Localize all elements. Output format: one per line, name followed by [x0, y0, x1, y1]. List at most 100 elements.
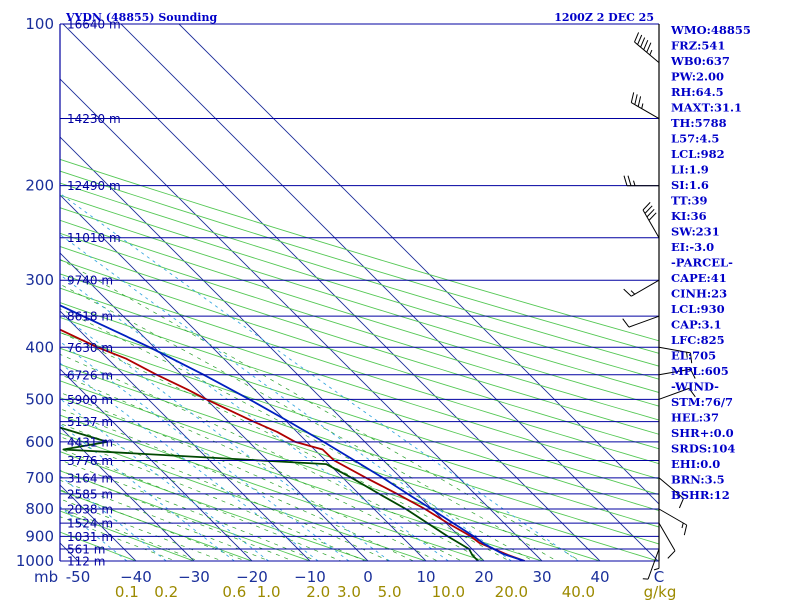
wind-barb-shaft — [658, 387, 696, 400]
mixing-ratio-tick-label: 3.0 — [337, 583, 361, 600]
moist-adiabat-line — [60, 283, 558, 561]
wind-barb-shaft — [642, 548, 660, 580]
index-value: L57:4.5 — [671, 132, 719, 146]
dry-adiabat-line — [60, 246, 659, 435]
wind-barb — [658, 508, 688, 536]
index-value: TT:39 — [671, 194, 708, 208]
wind-barb-shaft — [658, 368, 696, 379]
index-value: HEL:37 — [671, 411, 719, 425]
dry-adiabat-line — [60, 510, 196, 561]
wind-barb-shaft — [630, 92, 660, 120]
wind-barb — [630, 92, 660, 120]
station-title: VYDN (48855) Sounding — [65, 11, 217, 24]
pressure-tick-label: 700 — [25, 469, 54, 487]
index-value: EL:705 — [671, 349, 716, 363]
moist-adiabat-line — [60, 258, 582, 561]
pressure-tick-label: 500 — [25, 390, 54, 408]
sounding-time: 1200Z 2 DEC 25 — [554, 11, 654, 24]
height-label: 2038 m — [67, 502, 113, 516]
dry-adiabat-line — [60, 273, 659, 465]
moist-adiabat-line — [60, 408, 415, 561]
dry-adiabat-line — [60, 182, 659, 367]
moist-adiabat-line — [60, 436, 366, 561]
wind-barb-shaft — [642, 202, 660, 238]
mixing-ratio-tick-label: 1.0 — [257, 583, 281, 600]
mixing-ratio-tick-label: 0.6 — [222, 583, 246, 600]
temperature-tick-label: −30 — [178, 568, 210, 586]
pressure-tick-label: 600 — [25, 433, 54, 451]
index-value: SHR+:0.0 — [671, 426, 734, 440]
index-value: FRZ:541 — [671, 39, 725, 53]
index-value: KI:36 — [671, 209, 707, 223]
index-value: CAP:3.1 — [671, 318, 722, 332]
height-label: 3776 m — [67, 454, 113, 468]
index-value: WMO:48855 — [670, 23, 751, 37]
dry-adiabat-line — [60, 219, 659, 407]
index-value: SRDS:104 — [671, 442, 735, 456]
isotherm-line — [60, 426, 195, 561]
index-value: STM:76/7 — [671, 395, 733, 409]
dry-adiabat-line — [60, 332, 659, 528]
index-value: MAXT:31.1 — [671, 101, 742, 115]
mixing-ratio-tick-label: 0.1 — [115, 583, 139, 600]
temperature-unit-label: C — [654, 568, 664, 586]
dry-adiabat-line — [60, 451, 370, 561]
temperature-tick-label: 0 — [363, 568, 373, 586]
moist-adiabat-line — [60, 308, 534, 561]
height-label: 7630 m — [67, 341, 113, 355]
wind-barb — [658, 368, 696, 379]
temperature-tick-label: −40 — [120, 568, 152, 586]
wind-barb — [623, 279, 660, 297]
pressure-tick-label: 1000 — [16, 552, 54, 570]
height-label: 112 m — [67, 555, 105, 569]
dry-adiabat-line — [60, 232, 659, 421]
height-label: 561 m — [67, 543, 105, 557]
temperature-tick-label: 20 — [474, 568, 493, 586]
wind-barb-shaft — [658, 346, 693, 364]
wind-barbs — [622, 32, 696, 580]
pressure-tick-label: 300 — [25, 271, 54, 289]
height-label: 1031 m — [67, 530, 113, 544]
height-label: 9740 m — [67, 274, 113, 288]
pressure-tick-label: 900 — [25, 527, 54, 545]
isotherm-line — [60, 136, 485, 561]
pressure-tick-label: 200 — [25, 177, 54, 195]
height-label: 4431 m — [67, 435, 113, 449]
dry-adiabat-line — [60, 316, 659, 512]
wind-barb-shaft — [658, 522, 676, 559]
isotherm-line — [60, 368, 253, 561]
index-value: SI:1.6 — [671, 178, 709, 192]
moist-adiabat-line — [60, 423, 391, 561]
index-value: SW:231 — [671, 225, 720, 239]
mixing-ratio-unit-label: g/kg — [644, 583, 677, 600]
temperature-tick-label: −10 — [294, 568, 326, 586]
height-label: 5900 m — [67, 393, 113, 407]
dry-adiabat-line — [60, 363, 659, 561]
wind-barb-shaft — [623, 279, 660, 297]
index-value: MPL:605 — [671, 364, 729, 378]
wind-barb — [623, 175, 659, 187]
isotherm-line — [120, 24, 659, 561]
index-value: PW:2.00 — [671, 70, 724, 84]
dry-adiabat-line — [60, 170, 659, 354]
dry-adiabat-line — [60, 207, 659, 393]
height-label: 8618 m — [67, 310, 113, 324]
axis-labels: 16640 m 14230 m 12490 m 11010 m 9740 m 8618 m… — [16, 15, 677, 600]
dry-adiabat-line — [60, 432, 428, 561]
index-value: LCL:982 — [671, 147, 725, 161]
height-label: 12490 m — [67, 179, 121, 193]
height-label: 16640 m — [67, 18, 121, 32]
dry-adiabat-line — [60, 158, 659, 342]
temperature-tick-label: 40 — [590, 568, 609, 586]
index-value: CAPE:41 — [671, 271, 727, 285]
isotherm-line — [0, 24, 20, 561]
wind-barb — [658, 387, 696, 400]
dry-adiabat-line — [60, 380, 602, 561]
wind-barb — [642, 548, 660, 580]
height-label: 3164 m — [67, 471, 113, 485]
mb-label: mb — [34, 568, 58, 586]
mixing-ratio-tick-label: 2.0 — [306, 583, 330, 600]
index-value: TH:5788 — [671, 116, 727, 130]
height-label: 6726 m — [67, 368, 113, 382]
